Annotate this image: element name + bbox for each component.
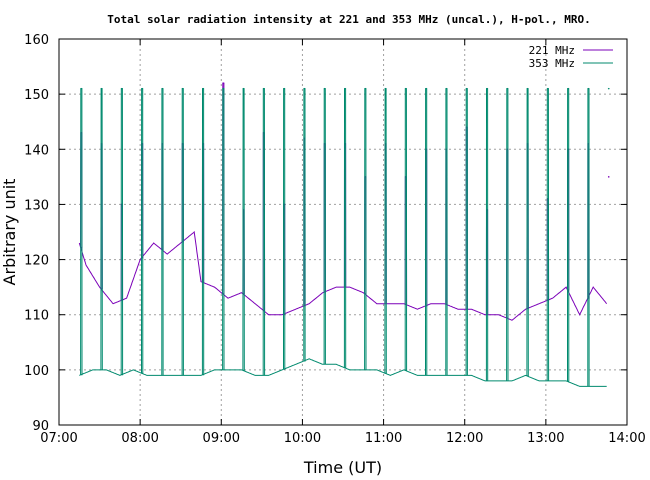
x-tick-label: 07:00 — [40, 431, 77, 446]
data-point — [222, 82, 225, 84]
plot-frame — [58, 38, 628, 426]
x-tick-label: 12:00 — [446, 431, 483, 446]
y-tick-label: 160 — [24, 33, 49, 48]
y-tick-label: 90 — [32, 419, 49, 434]
axes: 90 100 110 120 130 140 150 160 07:00 08:00 09:00 10… — [24, 33, 646, 446]
data-point — [344, 87, 346, 90]
series-line-221-mhz — [78, 82, 608, 321]
x-tick-label: 14:00 — [608, 431, 645, 446]
data-point — [141, 87, 143, 90]
data-point — [181, 87, 184, 90]
data-point — [445, 87, 448, 90]
x-tick-label: 11:00 — [365, 431, 402, 446]
x-tick-label: 10:00 — [284, 431, 321, 446]
y-tick-label: 140 — [24, 143, 49, 158]
legend-label: 353 MHz — [529, 57, 575, 70]
data-point — [567, 87, 569, 90]
x-tick-label: 13:00 — [527, 431, 564, 446]
data-point — [526, 87, 529, 90]
data-point — [161, 87, 164, 90]
data-point — [303, 87, 306, 90]
data-point — [587, 87, 590, 90]
data-point — [80, 87, 83, 90]
data-point — [547, 87, 549, 90]
y-tick-label: 100 — [24, 364, 49, 379]
data-point — [202, 87, 204, 90]
data-point — [607, 176, 610, 178]
y-axis-label: Arbitrary unit — [0, 179, 19, 286]
data-point — [486, 87, 488, 90]
data-point — [263, 87, 265, 90]
data-point — [364, 87, 367, 90]
series-line-353-mhz — [79, 88, 607, 387]
legend-label: 221 MHz — [529, 44, 575, 57]
data-point — [425, 87, 427, 90]
y-tick-label: 130 — [24, 198, 49, 213]
grid — [59, 39, 627, 425]
data-point — [100, 87, 103, 90]
data-point — [465, 87, 468, 90]
data-point — [121, 87, 123, 90]
chart-title: Total solar radiation intensity at 221 a… — [107, 13, 590, 26]
data-point — [242, 87, 245, 90]
data-point — [384, 87, 387, 90]
data-point — [607, 87, 610, 90]
data-point — [323, 87, 326, 90]
data-point — [405, 87, 407, 90]
data-point — [283, 87, 285, 90]
y-tick-label: 150 — [24, 88, 49, 103]
x-tick-label: 09:00 — [203, 431, 240, 446]
x-axis-label: Time (UT) — [303, 458, 382, 477]
data-point — [222, 87, 225, 90]
data-point — [506, 87, 509, 90]
y-tick-label: 110 — [24, 309, 49, 324]
plot-area — [78, 82, 610, 387]
y-tick-label: 120 — [24, 254, 49, 269]
x-tick-label: 08:00 — [121, 431, 158, 446]
